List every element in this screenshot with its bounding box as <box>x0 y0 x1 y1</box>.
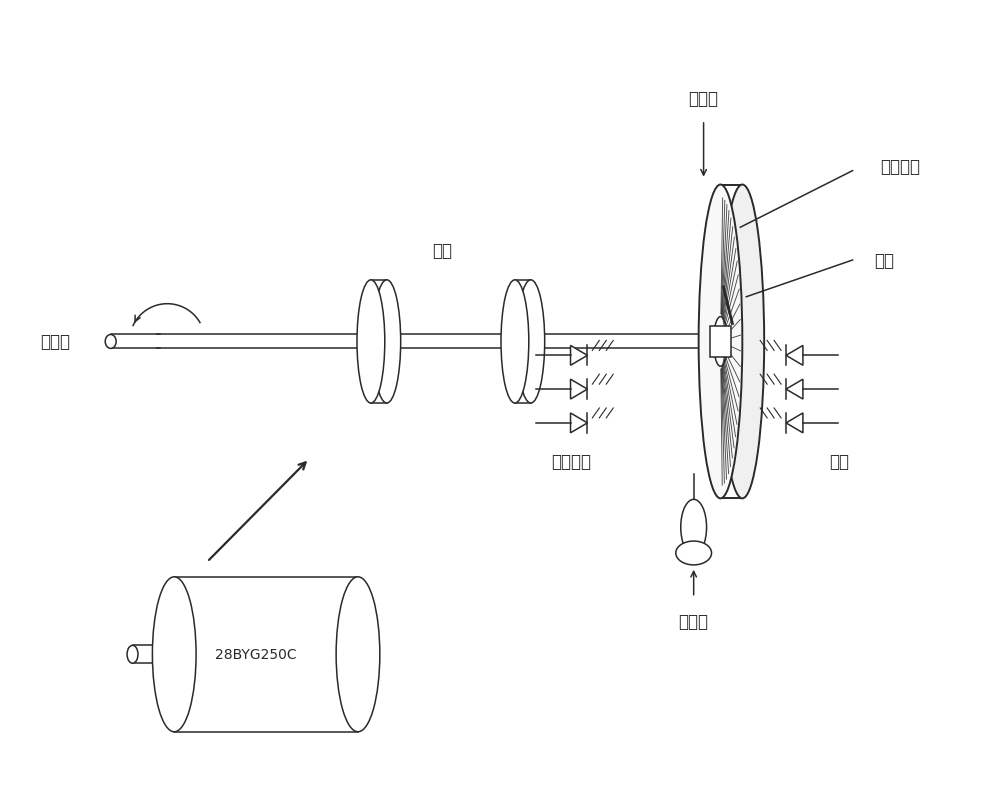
Text: 零位信号: 零位信号 <box>880 157 920 175</box>
Bar <box>157 335 709 349</box>
Ellipse shape <box>681 500 707 556</box>
Ellipse shape <box>357 281 385 404</box>
Ellipse shape <box>105 335 116 349</box>
Text: 轴承: 轴承 <box>432 242 452 260</box>
Ellipse shape <box>373 281 401 404</box>
Ellipse shape <box>127 646 138 663</box>
Ellipse shape <box>720 185 764 499</box>
Polygon shape <box>786 346 803 366</box>
Ellipse shape <box>336 577 380 732</box>
Text: 主信号: 主信号 <box>689 90 719 108</box>
Polygon shape <box>571 346 587 366</box>
Bar <box>710 326 731 358</box>
Polygon shape <box>571 380 587 400</box>
Ellipse shape <box>517 281 545 404</box>
Text: 分度尺: 分度尺 <box>679 611 709 629</box>
Ellipse shape <box>676 542 712 565</box>
Ellipse shape <box>714 317 727 367</box>
Text: 码盘: 码盘 <box>874 251 894 270</box>
Ellipse shape <box>152 577 196 732</box>
Polygon shape <box>786 414 803 433</box>
Text: 受光元件: 受光元件 <box>552 452 592 470</box>
Ellipse shape <box>501 281 529 404</box>
Ellipse shape <box>699 185 742 499</box>
Text: 输入轴: 输入轴 <box>40 333 70 351</box>
Polygon shape <box>786 380 803 400</box>
Text: 光源: 光源 <box>830 452 850 470</box>
Polygon shape <box>571 414 587 433</box>
Text: 28BYG250C: 28BYG250C <box>215 647 296 662</box>
